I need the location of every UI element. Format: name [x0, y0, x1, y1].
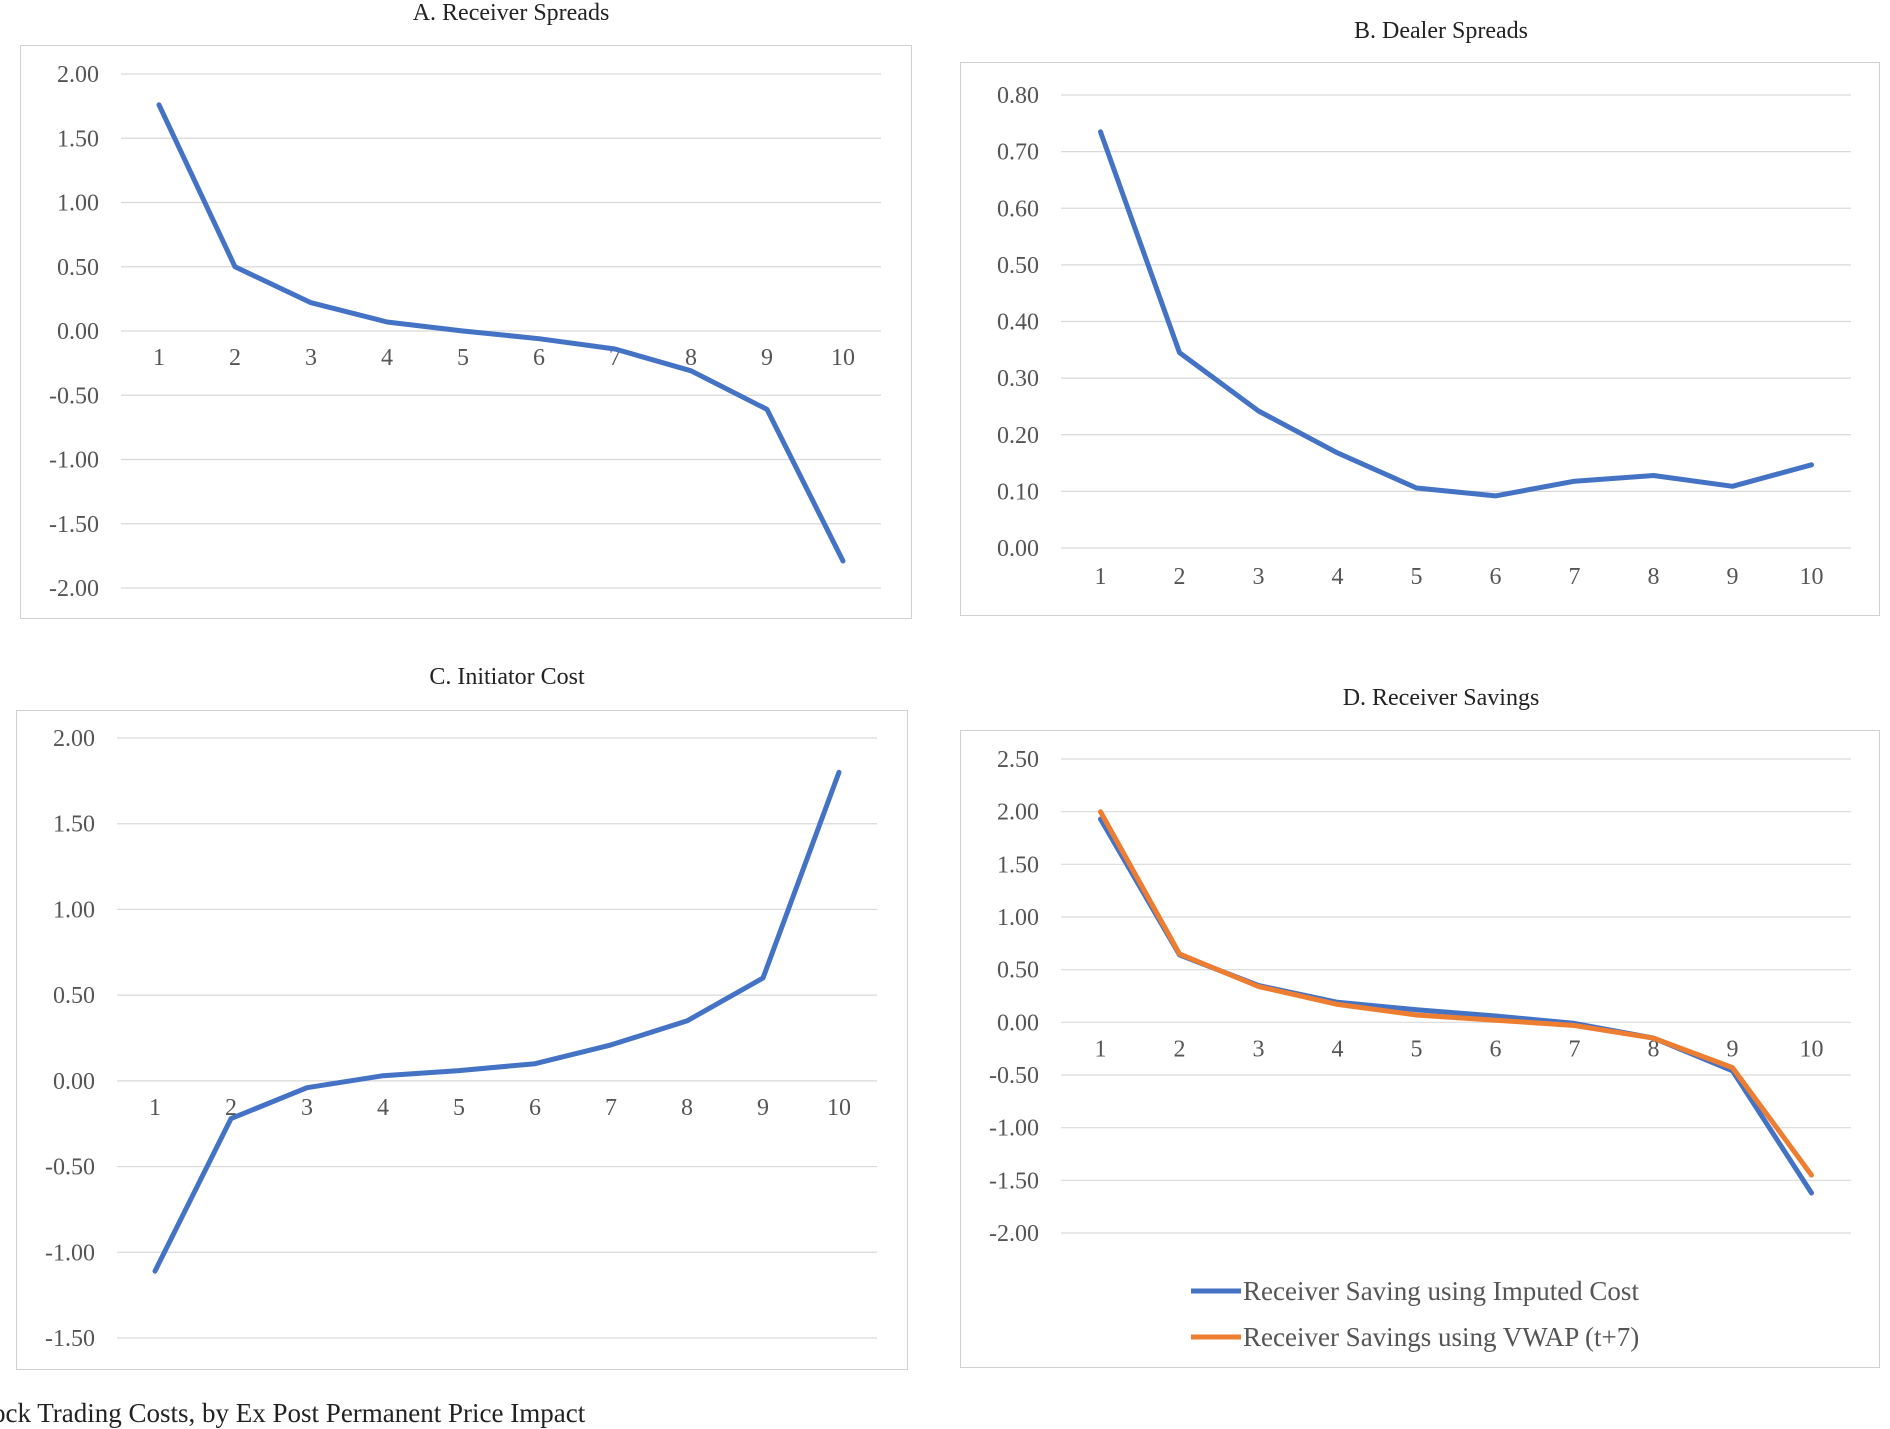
chart-title-a: A. Receiver Spreads	[412, 0, 610, 26]
x-tick-label-c: 8	[681, 1095, 693, 1121]
y-tick-label-c: 1.50	[53, 812, 95, 838]
x-tick-label-d: 2	[1174, 1036, 1186, 1062]
y-tick-label-a: 0.00	[57, 319, 99, 345]
x-tick-label-c: 4	[377, 1095, 389, 1121]
chart-title-c: C. Initiator Cost	[429, 664, 585, 690]
series-line-c-1	[152, 769, 842, 1274]
x-tick-label-a: 5	[457, 345, 469, 371]
chart-panel-b: 0.80 0.70 0.60 0.50 0.40 0.30 0.20 0.10 0.00 1 2 3 4…	[960, 62, 1880, 616]
x-tick-label-a: 6	[533, 345, 545, 371]
chart-svg-c: 2.00 1.50 1.00 0.50 0.00 -0.50 -1.00 -1.50 1 2 3 4 5…	[45, 726, 877, 1352]
x-tick-label-c: 1	[149, 1095, 161, 1121]
x-tick-label-a: 1	[153, 345, 165, 371]
x-tick-label-c: 7	[605, 1095, 617, 1121]
x-tick-label-a: 2	[229, 345, 241, 371]
y-tick-label-d: 0.00	[997, 1010, 1039, 1036]
chart-title-d: D. Receiver Savings	[1342, 685, 1540, 711]
chart-panel-c: 2.00 1.50 1.00 0.50 0.00 -0.50 -1.00 -1.50 1 2 3 4 5…	[16, 710, 908, 1370]
x-tick-label-a: 10	[831, 345, 855, 371]
x-tick-label-d: 4	[1332, 1036, 1344, 1062]
x-tick-label-b: 5	[1411, 564, 1423, 590]
y-tick-label-d: 0.50	[997, 958, 1039, 984]
y-tick-label-d: 2.00	[997, 800, 1039, 826]
x-tick-label-b: 1	[1095, 564, 1107, 590]
chart-svg-b: 0.80 0.70 0.60 0.50 0.40 0.30 0.20 0.10 0.00 1 2 3 4…	[997, 83, 1851, 590]
y-tick-label-a: -2.00	[49, 576, 99, 602]
figure-caption: ock Trading Costs, by Ex Post Permanent …	[0, 1398, 586, 1428]
y-tick-label-d: -1.00	[989, 1116, 1039, 1142]
y-tick-label-b: 0.00	[997, 536, 1039, 562]
series-line-d-2	[1098, 809, 1814, 1178]
series-line-a-1	[156, 102, 846, 564]
y-tick-label-d: -2.00	[989, 1221, 1039, 1247]
y-tick-label-d: -1.50	[989, 1168, 1039, 1194]
x-tick-label-b: 10	[1800, 564, 1824, 590]
y-tick-label-d: 1.50	[997, 852, 1039, 878]
x-tick-label-d: 7	[1569, 1036, 1581, 1062]
x-tick-label-b: 2	[1174, 564, 1186, 590]
x-tick-label-c: 10	[827, 1095, 851, 1121]
x-tick-label-b: 9	[1727, 564, 1739, 590]
y-tick-label-a: 1.00	[57, 191, 99, 217]
x-tick-label-c: 3	[301, 1095, 313, 1121]
y-tick-label-b: 0.50	[997, 253, 1039, 279]
y-tick-label-c: -1.50	[45, 1326, 95, 1352]
legend-label-1: Receiver Saving using Imputed Cost	[1243, 1276, 1639, 1306]
legend-label-2: Receiver Savings using VWAP (t+7)	[1243, 1322, 1639, 1352]
x-tick-label-d: 3	[1253, 1036, 1265, 1062]
x-tick-label-d: 9	[1727, 1036, 1739, 1062]
y-tick-label-a: 0.50	[57, 255, 99, 281]
y-tick-label-d: 2.50	[997, 747, 1039, 773]
y-tick-label-d: -0.50	[989, 1063, 1039, 1089]
y-tick-label-c: 0.00	[53, 1069, 95, 1095]
y-tick-label-a: -1.50	[49, 512, 99, 538]
y-tick-label-b: 0.40	[997, 310, 1039, 336]
series-line-d-1	[1098, 816, 1814, 1196]
x-tick-label-a: 3	[305, 345, 317, 371]
chart-title-b: B. Dealer Spreads	[1354, 18, 1528, 44]
y-tick-label-a: 1.50	[57, 126, 99, 152]
x-tick-label-d: 6	[1490, 1036, 1502, 1062]
x-tick-label-b: 8	[1648, 564, 1660, 590]
y-tick-label-c: 1.00	[53, 897, 95, 923]
chart-panel-d: 2.50 2.00 1.50 1.00 0.50 0.00 -0.50 -1.00 -1.50 -…	[960, 730, 1880, 1368]
x-tick-label-c: 5	[453, 1095, 465, 1121]
x-tick-label-d: 5	[1411, 1036, 1423, 1062]
x-tick-label-a: 8	[685, 345, 697, 371]
x-tick-label-a: 4	[381, 345, 393, 371]
y-tick-label-b: 0.60	[997, 196, 1039, 222]
y-tick-label-a: -1.00	[49, 448, 99, 474]
y-tick-label-a: 2.00	[57, 62, 99, 88]
y-tick-label-a: -0.50	[49, 383, 99, 409]
y-tick-label-c: 2.00	[53, 726, 95, 752]
y-tick-label-b: 0.20	[997, 423, 1039, 449]
x-tick-label-d: 10	[1800, 1036, 1824, 1062]
y-tick-label-d: 1.00	[997, 905, 1039, 931]
x-tick-label-c: 2	[225, 1095, 237, 1121]
y-tick-label-b: 0.80	[997, 83, 1039, 109]
chart-svg-a: 2.00 1.50 1.00 0.50 0.00 -0.50 -1.00 -1.50 -2.00…	[49, 62, 881, 602]
x-tick-label-d: 8	[1648, 1036, 1660, 1062]
x-tick-label-c: 6	[529, 1095, 541, 1121]
chart-panel-a: 2.00 1.50 1.00 0.50 0.00 -0.50 -1.00 -1.50 -2.00…	[20, 45, 912, 619]
x-tick-label-a: 9	[761, 345, 773, 371]
y-tick-label-c: 0.50	[53, 983, 95, 1009]
x-tick-label-b: 4	[1332, 564, 1344, 590]
y-tick-label-b: 0.30	[997, 366, 1039, 392]
x-tick-label-d: 1	[1095, 1036, 1107, 1062]
x-tick-label-b: 3	[1253, 564, 1265, 590]
x-tick-label-b: 7	[1569, 564, 1581, 590]
series-line-b-1	[1098, 129, 1814, 499]
y-tick-label-b: 0.70	[997, 140, 1039, 166]
y-tick-label-c: -1.00	[45, 1240, 95, 1266]
chart-svg-d: 2.50 2.00 1.50 1.00 0.50 0.00 -0.50 -1.00 -1.50 -…	[989, 747, 1851, 1352]
y-tick-label-c: -0.50	[45, 1155, 95, 1181]
y-tick-label-b: 0.10	[997, 479, 1039, 505]
x-tick-label-c: 9	[757, 1095, 769, 1121]
x-tick-label-b: 6	[1490, 564, 1502, 590]
